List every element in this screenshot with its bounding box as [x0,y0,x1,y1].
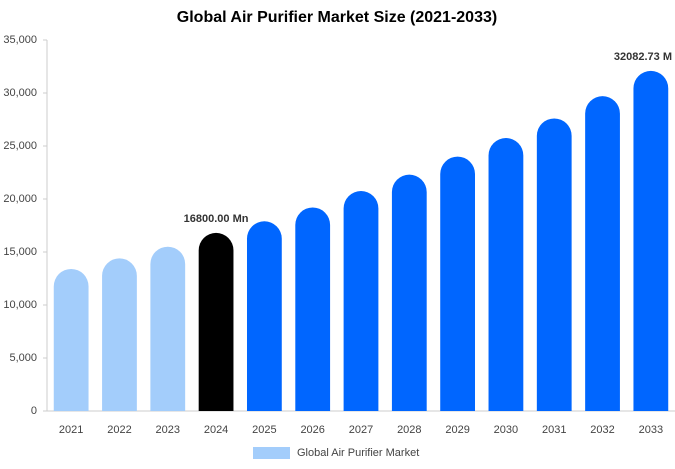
x-tick-label: 2025 [252,424,276,436]
bar [295,207,331,411]
x-tick-label: 2028 [397,424,421,436]
bar [102,258,137,411]
bar [536,118,572,412]
bar [343,191,379,411]
chart-title: Global Air Purifier Market Size (2021-20… [177,9,497,26]
bar [440,156,476,411]
value-label: 32082.73 M [614,51,672,63]
bar [150,246,186,411]
bar [585,96,620,411]
x-tick-label: 2033 [639,424,663,436]
bar [53,268,89,411]
bar [633,70,669,412]
bar [488,138,524,412]
bar [246,221,282,411]
x-tick-label: 2031 [542,424,566,436]
y-tick-label: 35,000 [3,34,37,46]
y-tick-label: 15,000 [3,246,37,258]
x-tick-label: 2032 [590,424,614,436]
y-tick-label: 5,000 [9,352,37,364]
legend-swatch [253,447,290,459]
x-tick-label: 2022 [107,424,131,436]
x-tick-label: 2030 [494,424,518,436]
bar [391,174,427,411]
legend-label: Global Air Purifier Market [297,447,419,459]
y-tick-label: 20,000 [3,193,37,205]
x-tick-label: 2024 [204,424,228,436]
x-tick-label: 2021 [59,424,83,436]
x-tick-label: 2029 [445,424,469,436]
x-tick-label: 2027 [349,424,373,436]
x-tick-label: 2026 [300,424,324,436]
x-tick-label: 2023 [156,424,180,436]
y-tick-label: 10,000 [3,299,37,311]
value-label: 16800.00 Mn [184,213,249,225]
y-tick-label: 25,000 [3,140,37,152]
y-tick-label: 30,000 [3,87,37,99]
y-tick-label: 0 [31,405,37,417]
bar [198,232,234,411]
